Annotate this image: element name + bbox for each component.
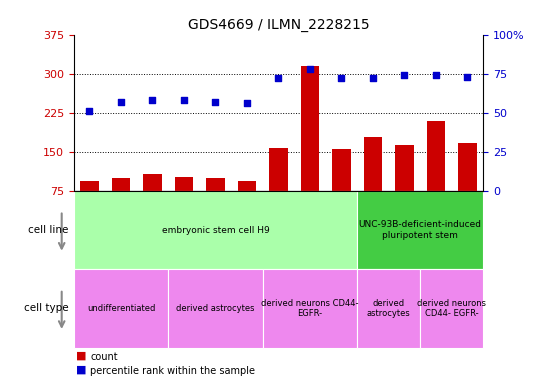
Text: undifferentiated: undifferentiated xyxy=(87,304,155,313)
Bar xyxy=(364,137,382,230)
Text: ■: ■ xyxy=(76,364,87,374)
Point xyxy=(463,74,472,80)
Bar xyxy=(458,142,477,230)
Bar xyxy=(357,269,420,348)
Text: derived
astrocytes: derived astrocytes xyxy=(367,299,411,318)
Bar xyxy=(300,66,319,230)
Text: derived neurons CD44-
EGFR-: derived neurons CD44- EGFR- xyxy=(261,299,359,318)
Point xyxy=(431,72,440,78)
Text: count: count xyxy=(90,352,118,362)
Text: derived astrocytes: derived astrocytes xyxy=(176,304,255,313)
Point xyxy=(148,97,157,103)
Bar xyxy=(357,191,483,269)
Point xyxy=(274,75,283,81)
Text: cell line: cell line xyxy=(28,225,68,235)
Point xyxy=(211,99,220,105)
Bar xyxy=(80,180,99,230)
Text: percentile rank within the sample: percentile rank within the sample xyxy=(90,366,255,376)
Text: derived neurons
CD44- EGFR-: derived neurons CD44- EGFR- xyxy=(417,299,486,318)
Point xyxy=(337,75,346,81)
Point xyxy=(306,66,314,72)
Text: cell type: cell type xyxy=(23,303,68,313)
Bar xyxy=(263,269,357,348)
Point xyxy=(400,72,409,78)
Point xyxy=(85,108,94,114)
Text: UNC-93B-deficient-induced
pluripotent stem: UNC-93B-deficient-induced pluripotent st… xyxy=(359,220,482,240)
Text: ■: ■ xyxy=(76,351,87,361)
Bar xyxy=(143,174,162,230)
Point xyxy=(242,100,251,106)
Bar xyxy=(238,180,257,230)
Point xyxy=(117,99,126,105)
Bar xyxy=(332,149,351,230)
Point xyxy=(180,97,188,103)
Bar xyxy=(168,269,263,348)
Bar xyxy=(74,191,357,269)
Bar xyxy=(426,121,446,230)
Point xyxy=(369,75,377,81)
Bar xyxy=(395,145,414,230)
Bar xyxy=(111,178,130,230)
Bar xyxy=(269,148,288,230)
Bar xyxy=(206,178,225,230)
Bar xyxy=(74,269,168,348)
Bar xyxy=(420,269,483,348)
Title: GDS4669 / ILMN_2228215: GDS4669 / ILMN_2228215 xyxy=(188,18,369,32)
Text: embryonic stem cell H9: embryonic stem cell H9 xyxy=(162,226,269,235)
Bar xyxy=(175,177,193,230)
